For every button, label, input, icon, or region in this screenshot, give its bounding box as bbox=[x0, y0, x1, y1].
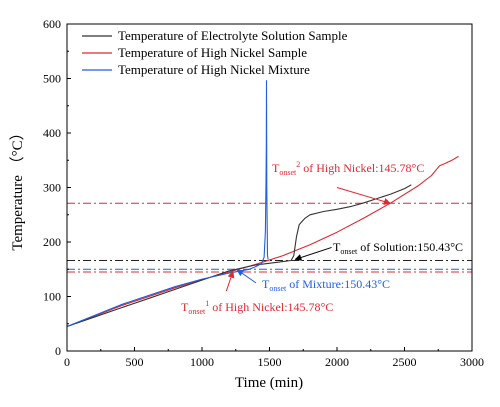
annotation-mixture-onset: Tonset of Mixture:150.43°C bbox=[262, 277, 390, 293]
legend-label-electrolyte: Temperature of Electrolyte Solution Samp… bbox=[118, 28, 348, 43]
y-tick-label-6: 600 bbox=[43, 17, 61, 31]
x-tick-label-3: 1500 bbox=[258, 355, 282, 369]
y-tick-label-5: 500 bbox=[43, 72, 61, 86]
x-axis-title: Time (min) bbox=[235, 375, 303, 391]
y-tick-label-2: 200 bbox=[43, 235, 61, 249]
x-tick-label-4: 2000 bbox=[325, 355, 349, 369]
y-tick-label-4: 400 bbox=[43, 126, 61, 140]
reference-lines bbox=[67, 202, 472, 273]
y-tick-label-3: 300 bbox=[43, 181, 61, 195]
y-tick-label-0: 0 bbox=[55, 344, 61, 358]
x-tick-label-0: 0 bbox=[64, 355, 70, 369]
legend-label-mixture: Temperature of High Nickel Mixture bbox=[118, 62, 310, 77]
x-tick-label-6: 3000 bbox=[460, 355, 484, 369]
annotation-nickel-onset-2: Tonset2 of High Nickel:145.78°C bbox=[272, 160, 424, 177]
x-tick-label-1: 500 bbox=[126, 355, 144, 369]
series-lines bbox=[66, 80, 459, 328]
annotation-arrows bbox=[225, 187, 391, 292]
series-line-0 bbox=[66, 184, 412, 328]
axis-ticks: 0 500 1000 1500 2000 2500 3000 0 100 200 300 400 500… bbox=[43, 17, 484, 369]
annotation-nickel-onset-1: Tonset1 of High Nickel:145.78°C bbox=[181, 299, 333, 316]
series-line-1 bbox=[66, 155, 459, 328]
x-tick-label-5: 2500 bbox=[393, 355, 417, 369]
legend: Temperature of Electrolyte Solution Samp… bbox=[82, 28, 348, 77]
y-axis-title: Temperature （°C） bbox=[9, 125, 26, 250]
arrow-nickel-onset-1 bbox=[225, 270, 235, 292]
arrow-nickel-onset-2 bbox=[336, 187, 391, 205]
arrow-mixture-onset bbox=[236, 269, 257, 284]
series-line-2 bbox=[66, 80, 269, 328]
y-tick-label-1: 100 bbox=[43, 290, 61, 304]
annotation-solution-onset: Tonset of Solution:150.43°C bbox=[333, 240, 463, 256]
arrow-solution-onset bbox=[294, 246, 332, 261]
legend-label-high-nickel: Temperature of High Nickel Sample bbox=[118, 45, 307, 60]
x-tick-label-2: 1000 bbox=[190, 355, 214, 369]
